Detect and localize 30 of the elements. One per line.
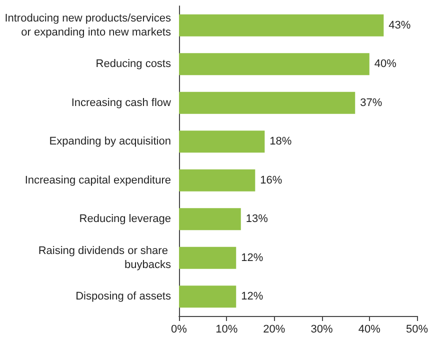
bar — [179, 130, 265, 153]
data-label: 18% — [270, 136, 292, 148]
data-label: 40% — [374, 58, 397, 70]
bar — [179, 92, 356, 114]
y-tick-label: Reducing leverage — [79, 213, 171, 226]
data-label: 16% — [260, 174, 282, 186]
x-tick-label: 50% — [406, 324, 428, 336]
y-tick-label: Increasing cash flow — [71, 96, 172, 109]
bar — [179, 208, 241, 230]
data-label: 12% — [241, 252, 264, 264]
x-tick-label: 30% — [310, 324, 334, 336]
data-label: 12% — [241, 290, 264, 303]
data-label: 43% — [388, 19, 411, 32]
bar — [179, 286, 236, 308]
y-tick-label: Increasing capital expenditure — [24, 174, 171, 186]
y-tick-label: Expanding by acquisition — [49, 136, 171, 148]
data-label: 37% — [360, 96, 382, 109]
bar — [179, 14, 384, 36]
bar — [179, 246, 236, 269]
y-tick-label: Reducing costs — [96, 58, 172, 70]
y-tick-label: Disposing of assets — [76, 290, 172, 303]
x-tick-label: 40% — [358, 324, 381, 336]
data-label: 13% — [246, 213, 268, 226]
x-tick-label: 10% — [216, 324, 238, 336]
x-tick-label: 0% — [171, 324, 188, 336]
x-tick-label: 20% — [263, 324, 286, 336]
y-tick-label: Raising dividends or share buybacks — [38, 244, 172, 271]
y-tick-label: Introducing new products/services or expanding into new markets — [4, 12, 172, 38]
bar — [179, 169, 256, 192]
bar — [179, 53, 370, 76]
